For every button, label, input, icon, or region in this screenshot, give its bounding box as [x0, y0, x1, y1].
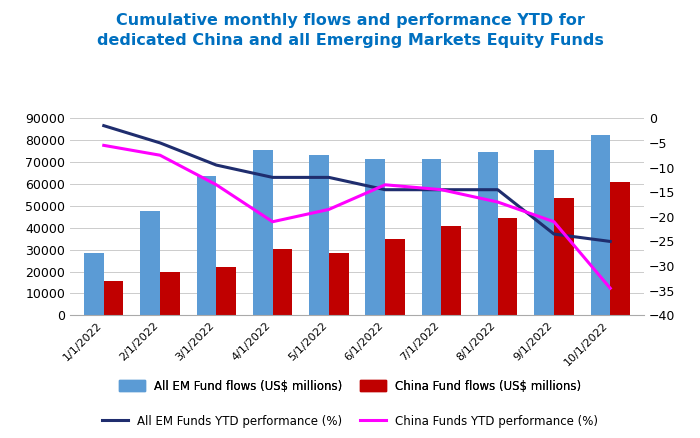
- Bar: [421, 159, 442, 315]
- Bar: [272, 249, 293, 315]
- Bar: [385, 239, 405, 315]
- Bar: [329, 253, 349, 315]
- Bar: [309, 155, 329, 315]
- Bar: [478, 152, 498, 315]
- Bar: [365, 159, 385, 315]
- Bar: [84, 253, 104, 315]
- Bar: [216, 267, 236, 315]
- Bar: [442, 226, 461, 315]
- Bar: [554, 198, 574, 315]
- Bar: [610, 182, 630, 315]
- Bar: [498, 218, 517, 315]
- Bar: [197, 176, 216, 315]
- Legend: All EM Fund flows (US$ millions), China Fund flows (US$ millions): All EM Fund flows (US$ millions), China …: [118, 380, 582, 393]
- Bar: [104, 282, 123, 315]
- Bar: [534, 150, 554, 315]
- Text: Cumulative monthly flows and performance YTD for
dedicated China and all Emergin: Cumulative monthly flows and performance…: [97, 13, 603, 48]
- Bar: [160, 272, 180, 315]
- Legend: All EM Funds YTD performance (%), China Funds YTD performance (%): All EM Funds YTD performance (%), China …: [102, 415, 598, 428]
- Bar: [591, 134, 610, 315]
- Bar: [253, 150, 272, 315]
- Bar: [140, 211, 160, 315]
